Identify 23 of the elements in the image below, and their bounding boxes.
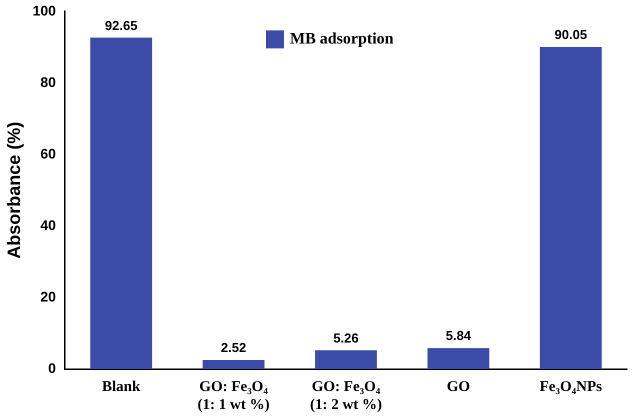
x-tick-label: GO: Fe₃O₄ (1: 2 wt %) <box>310 378 382 413</box>
y-tick-label: 100 <box>32 2 56 18</box>
data-label: 2.52 <box>220 340 246 356</box>
x-tick-label: Blank <box>102 378 141 395</box>
bar <box>315 350 377 369</box>
bar <box>540 46 602 369</box>
x-tick-label: GO <box>446 378 470 395</box>
data-label: 90.05 <box>554 27 588 42</box>
y-axis-title: Absorbance (%) <box>4 122 24 259</box>
y-tick-label: 0 <box>48 360 56 376</box>
data-label: 5.26 <box>333 330 359 346</box>
y-tick-label: 80 <box>40 74 56 90</box>
x-tick-label: Fe₃O₄NPs <box>540 378 602 395</box>
bar <box>202 360 264 369</box>
bar <box>427 348 490 369</box>
x-tick-label: GO: Fe₃O₄ (1: 1 wt %) <box>198 378 270 413</box>
y-tick-label: 60 <box>40 145 56 162</box>
legend-label: MB adsorption <box>290 30 394 48</box>
data-label: 5.84 <box>446 328 472 344</box>
y-tick-label: 20 <box>40 288 56 304</box>
data-label: 92.65 <box>104 18 138 33</box>
y-tick-label: 40 <box>40 216 56 233</box>
bar <box>90 38 152 369</box>
